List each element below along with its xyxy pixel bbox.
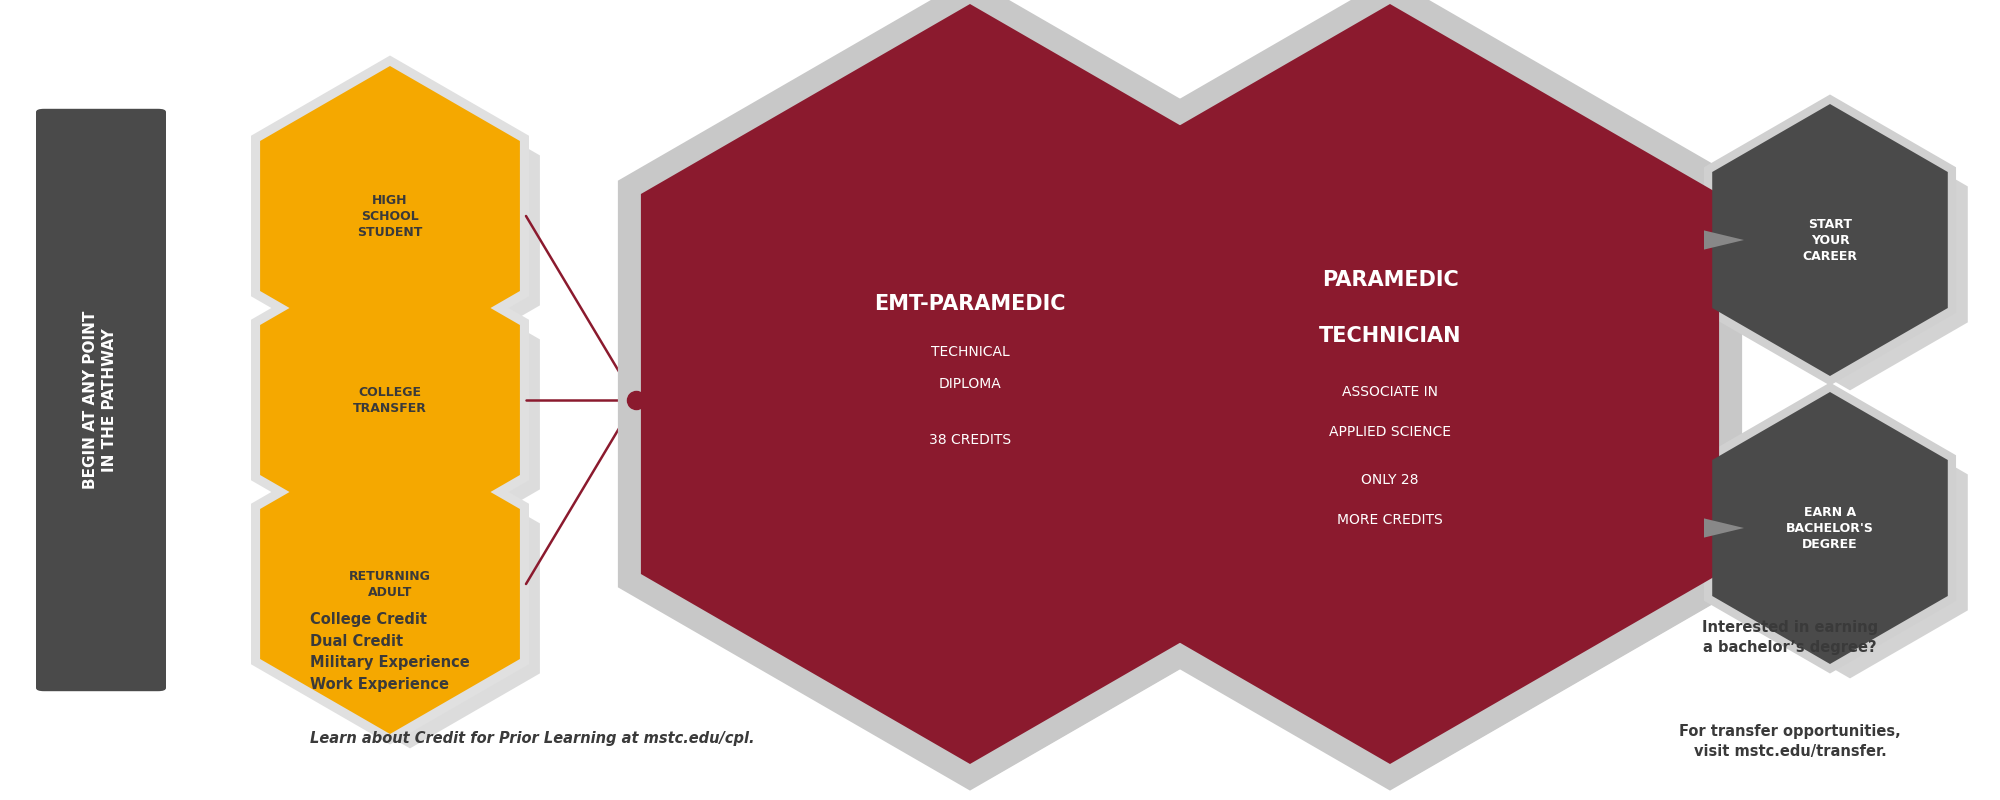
Text: College Credit
Dual Credit
Military Experience
Work Experience: College Credit Dual Credit Military Expe… bbox=[310, 612, 470, 692]
Text: ONLY 28: ONLY 28 bbox=[1362, 473, 1418, 487]
Text: PARAMEDIC: PARAMEDIC bbox=[1322, 270, 1458, 290]
Polygon shape bbox=[252, 55, 528, 377]
Polygon shape bbox=[1060, 4, 1720, 764]
Polygon shape bbox=[280, 264, 540, 565]
Text: ASSOCIATE IN: ASSOCIATE IN bbox=[1342, 385, 1438, 399]
Text: BEGIN AT ANY POINT
IN THE PATHWAY: BEGIN AT ANY POINT IN THE PATHWAY bbox=[82, 311, 118, 489]
Polygon shape bbox=[1732, 118, 1968, 390]
Polygon shape bbox=[280, 80, 540, 381]
Polygon shape bbox=[252, 239, 528, 561]
Text: APPLIED SCIENCE: APPLIED SCIENCE bbox=[1328, 425, 1452, 439]
Text: 38 CREDITS: 38 CREDITS bbox=[928, 433, 1012, 447]
Polygon shape bbox=[1732, 406, 1968, 678]
Text: DIPLOMA: DIPLOMA bbox=[938, 377, 1002, 391]
Polygon shape bbox=[1704, 382, 1956, 674]
Polygon shape bbox=[1712, 104, 1948, 376]
Text: EMT-PARAMEDIC: EMT-PARAMEDIC bbox=[874, 294, 1066, 314]
FancyBboxPatch shape bbox=[36, 109, 166, 691]
Polygon shape bbox=[260, 250, 520, 550]
Text: TECHNICIAN: TECHNICIAN bbox=[1318, 326, 1462, 346]
Polygon shape bbox=[260, 434, 520, 734]
Text: For transfer opportunities,
visit mstc.edu/transfer.: For transfer opportunities, visit mstc.e… bbox=[1680, 724, 1900, 758]
Text: HIGH
SCHOOL
STUDENT: HIGH SCHOOL STUDENT bbox=[358, 194, 422, 238]
Polygon shape bbox=[1704, 518, 1744, 538]
Polygon shape bbox=[618, 0, 1322, 790]
Polygon shape bbox=[1704, 94, 1956, 386]
Text: COLLEGE
TRANSFER: COLLEGE TRANSFER bbox=[354, 386, 426, 414]
Text: MORE CREDITS: MORE CREDITS bbox=[1338, 513, 1442, 527]
Text: START
YOUR
CAREER: START YOUR CAREER bbox=[1802, 218, 1858, 262]
Text: Learn about Credit for Prior Learning at mstc.edu/cpl.: Learn about Credit for Prior Learning at… bbox=[310, 730, 754, 746]
Polygon shape bbox=[1080, 18, 1740, 778]
Polygon shape bbox=[252, 423, 528, 745]
Polygon shape bbox=[1704, 230, 1744, 250]
Polygon shape bbox=[660, 18, 1320, 778]
Text: Interested in earning
a bachelor’s degree?: Interested in earning a bachelor’s degre… bbox=[1702, 620, 1878, 654]
Text: EARN A
BACHELOR'S
DEGREE: EARN A BACHELOR'S DEGREE bbox=[1786, 506, 1874, 550]
Polygon shape bbox=[260, 66, 520, 366]
Text: RETURNING
ADULT: RETURNING ADULT bbox=[350, 570, 430, 598]
Polygon shape bbox=[1038, 0, 1742, 790]
Polygon shape bbox=[280, 448, 540, 749]
Polygon shape bbox=[1712, 392, 1948, 664]
Text: TECHNICAL: TECHNICAL bbox=[930, 345, 1010, 359]
Polygon shape bbox=[640, 4, 1300, 764]
